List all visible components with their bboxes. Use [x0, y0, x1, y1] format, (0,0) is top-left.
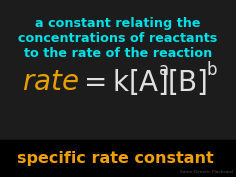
Text: a constant relating the: a constant relating the — [35, 17, 201, 30]
Text: $\mathrm{b}$: $\mathrm{b}$ — [206, 61, 218, 79]
Text: concentrations of reactants: concentrations of reactants — [18, 32, 218, 45]
Text: $\mathit{rate}$: $\mathit{rate}$ — [22, 68, 79, 96]
Text: $\mathrm{[B]}$: $\mathrm{[B]}$ — [167, 67, 207, 97]
Text: to the rate of the reaction: to the rate of the reaction — [24, 47, 212, 60]
Bar — [0, 140, 236, 177]
Text: Some Generic Flashcard: Some Generic Flashcard — [180, 170, 233, 174]
Text: $\mathrm{a}$: $\mathrm{a}$ — [158, 61, 169, 79]
Text: specific rate constant: specific rate constant — [17, 152, 213, 167]
Text: $= \mathrm{k[A]}$: $= \mathrm{k[A]}$ — [78, 67, 169, 97]
